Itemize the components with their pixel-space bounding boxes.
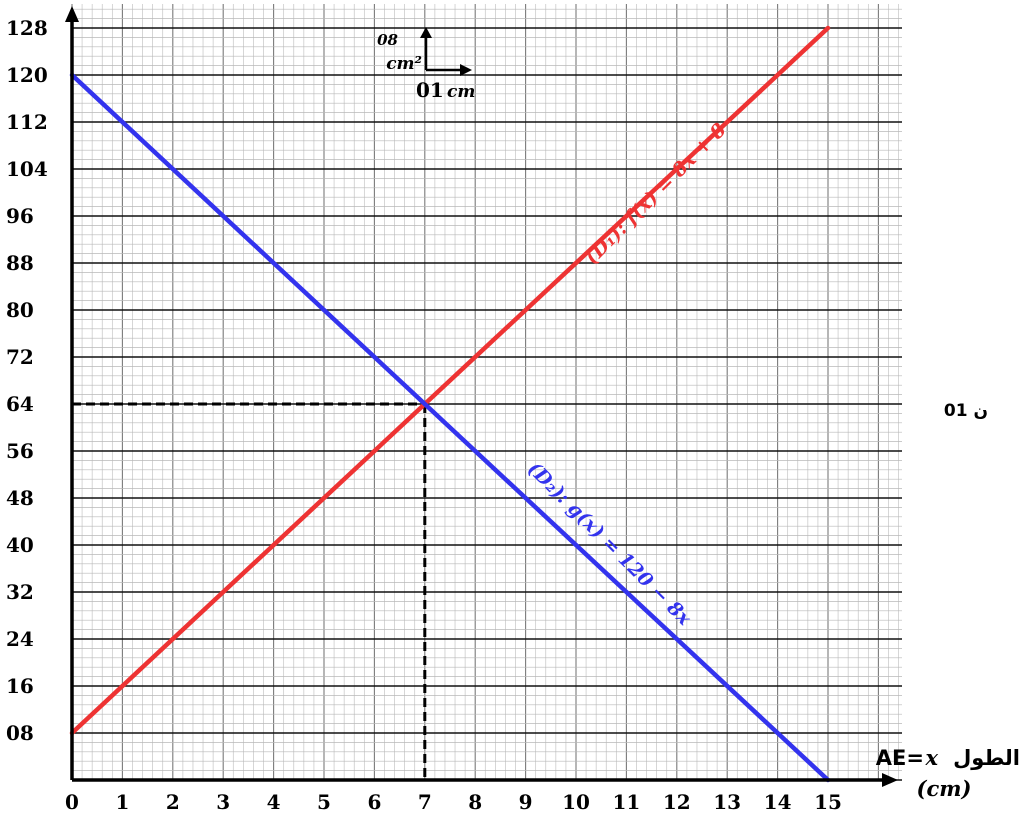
- scale-y-arrowhead: [420, 27, 432, 38]
- series-line-1: [69, 25, 831, 736]
- y-tick-label: 104: [6, 157, 48, 181]
- x-tick-label: 8: [468, 790, 482, 813]
- x-tick-label: 13: [713, 790, 741, 813]
- grid: [71, 4, 902, 781]
- x-tick-label: 9: [519, 790, 533, 813]
- series-lines: [69, 25, 831, 783]
- x-tick-label: 7: [418, 790, 432, 813]
- x-tick-label: 6: [367, 790, 381, 813]
- x-axis-label-eq: AE=: [876, 746, 924, 770]
- x-tick-label: 4: [267, 790, 281, 813]
- scale-x-value: 01: [416, 78, 444, 102]
- x-axis-label-word: الطول: [953, 746, 1020, 770]
- x-tick-label: 10: [562, 790, 590, 813]
- x-tick-label: 14: [764, 790, 792, 813]
- x-axis-unit: (cm): [917, 776, 972, 801]
- series-label-d1: (D₁): f(x) = 8x + 8: [581, 119, 731, 269]
- y-tick-label: 80: [6, 298, 34, 322]
- x-tick-label: 1: [115, 790, 129, 813]
- y-tick-label: 88: [6, 251, 34, 275]
- x-axis-label-var: x: [924, 745, 938, 770]
- y-tick-label: 56: [6, 439, 34, 463]
- y-tick-label: 32: [6, 580, 34, 604]
- y-tick-label: 48: [6, 486, 34, 510]
- y-tick-label: 128: [6, 16, 48, 40]
- x-axis-label: الطول x AE= (cm): [876, 745, 1020, 801]
- series-label-d2: (D₂): g(x) = 120 − 8x: [523, 458, 696, 631]
- scale-legend: 08 cm² 01 cm: [377, 27, 475, 102]
- scale-y-unit: cm²: [386, 54, 422, 74]
- scale-x-arrowhead: [460, 64, 472, 76]
- scale-x-unit: cm: [447, 82, 475, 102]
- x-tick-label: 2: [166, 790, 180, 813]
- x-tick-label: 12: [663, 790, 691, 813]
- y-tick-label: 40: [6, 533, 34, 557]
- side-note: 01 ن: [944, 401, 988, 421]
- x-tick-label: 5: [317, 790, 331, 813]
- y-tick-label: 72: [6, 345, 34, 369]
- tick-labels: 0 1 2 3 4 5 6 7 8 9 10 11 12 13 14 15081624324048566472…: [6, 16, 842, 813]
- x-tick-label: 0: [65, 790, 79, 813]
- y-tick-label: 112: [6, 110, 48, 134]
- y-tick-label: 64: [6, 392, 34, 416]
- scale-y-value: 08: [377, 31, 398, 49]
- intersection-guides: [72, 402, 427, 780]
- y-axis-arrowhead: [65, 6, 79, 22]
- x-tick-label: 11: [612, 790, 640, 813]
- y-tick-label: 16: [6, 674, 34, 698]
- y-tick-label: 08: [6, 721, 34, 745]
- x-tick-label: 15: [814, 790, 842, 813]
- axes: [65, 6, 898, 787]
- y-tick-label: 96: [6, 204, 34, 228]
- y-tick-label: 24: [6, 627, 34, 651]
- x-axis-arrowhead: [882, 773, 898, 787]
- x-tick-label: 3: [216, 790, 230, 813]
- series-line-2: [69, 72, 831, 783]
- y-tick-label: 120: [6, 63, 48, 87]
